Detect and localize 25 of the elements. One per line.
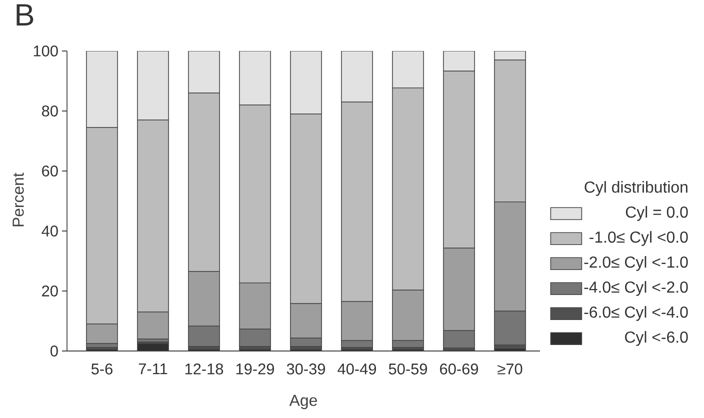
x-tick-label: 30-39 bbox=[286, 364, 326, 374]
legend-label: -4.0≤ Cyl <-2.0 bbox=[584, 281, 688, 296]
y-tick-label: 20 bbox=[42, 286, 58, 296]
legend-label: -2.0≤ Cyl <-1.0 bbox=[584, 256, 688, 271]
y-tick-label: 60 bbox=[42, 166, 58, 176]
legend-label: -6.0≤ Cyl <-4.0 bbox=[584, 306, 688, 321]
y-tick-label: 100 bbox=[34, 46, 58, 56]
x-tick-label: 5-6 bbox=[91, 364, 112, 374]
x-tick-label: 12-18 bbox=[185, 364, 224, 374]
legend-title: Cyl distribution bbox=[584, 181, 688, 196]
text: Cyl <-6.0 bbox=[625, 331, 688, 346]
y-axis-title: Percent bbox=[12, 172, 24, 226]
y-tick-label: 40 bbox=[42, 226, 58, 236]
chart-title: B bbox=[16, 4, 34, 26]
x-tick-label: 60-69 bbox=[440, 364, 478, 374]
x-axis-title: Age bbox=[289, 394, 317, 410]
y-tick-label: 0 bbox=[50, 346, 58, 356]
legend-label: -1.0≤ Cyl <0.0 bbox=[590, 231, 688, 246]
text: Cyl = 0.0 bbox=[626, 206, 688, 221]
x-tick-label: 50-59 bbox=[388, 364, 428, 374]
x-tick-label: 40-49 bbox=[338, 364, 376, 374]
x-tick-label: 19-29 bbox=[236, 364, 274, 374]
x-tick-label: 7-11 bbox=[138, 364, 168, 374]
x-tick-label: ≥70 bbox=[498, 364, 522, 374]
y-tick-label: 80 bbox=[42, 106, 58, 116]
